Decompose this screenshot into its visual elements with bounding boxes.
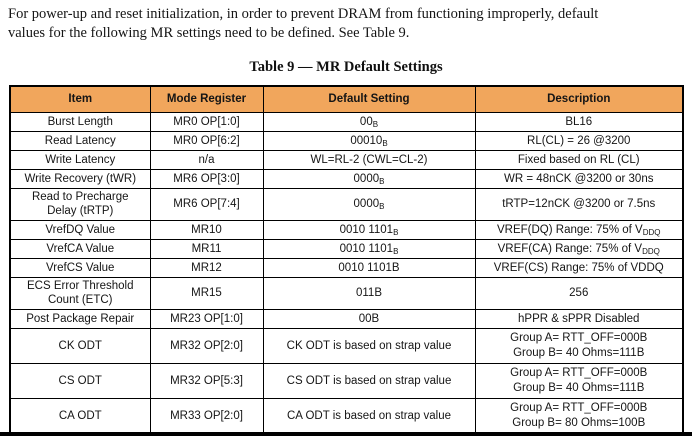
- table-cell: Group A= RTT_OFF=000B Group B= 40 Ohms=11…: [474, 327, 684, 364]
- table-cell: 0000B: [262, 188, 476, 221]
- table-row: Read Latency MR0 OP[6:2] 00010B RL(CL) = 26…: [9, 131, 684, 151]
- table-cell: MR11: [149, 238, 264, 259]
- table-cell: Write Latency: [9, 150, 151, 170]
- table-cell: VREF(CS) Range: 75% of VDDQ: [474, 257, 684, 278]
- table-cell: CK ODT: [9, 327, 151, 364]
- table-cell: Fixed based on RL (CL): [474, 150, 684, 170]
- table-cell: VrefCA Value: [9, 238, 151, 259]
- table-cell: Read Latency: [9, 131, 151, 151]
- table-cell: CA ODT is based on strap value: [262, 397, 476, 435]
- table-cell: BL16: [474, 112, 684, 132]
- table-row: CK ODT MR32 OP[2:0] CK ODT is based on str…: [9, 327, 684, 364]
- table-row: VrefDQ Value MR10 0010 1101B VREF(DQ) Range…: [9, 219, 684, 240]
- table-header-cell: Item: [9, 85, 151, 113]
- table-cell: MR0 OP[6:2]: [149, 131, 264, 151]
- table-cell: MR32 OP[5:3]: [149, 362, 264, 399]
- table-cell: MR12: [149, 257, 264, 278]
- table-cell: VREF(CA) Range: 75% of VDDQ: [474, 238, 684, 259]
- intro-paragraph: For power-up and reset initialization, i…: [8, 6, 599, 42]
- table-cell: WL=RL-2 (CWL=CL-2): [262, 150, 476, 170]
- table-cell: Group A= RTT_OFF=000B Group B= 80 Ohms=10…: [474, 397, 684, 435]
- table-cell: MR33 OP[2:0]: [149, 397, 264, 435]
- table-header-cell: Mode Register: [149, 85, 264, 113]
- table-cell: n/a: [149, 150, 264, 170]
- table-cell: Burst Length: [9, 112, 151, 132]
- table-row: VrefCS Value MR12 0010 1101B VREF(CS) Range…: [9, 257, 684, 278]
- table-row: Write Latency n/a WL=RL-2 (CWL=CL-2) Fixed …: [9, 150, 684, 170]
- table-cell: CK ODT is based on strap value: [262, 327, 476, 364]
- table-cell: MR15: [149, 276, 264, 310]
- page-bottom-rule: [0, 432, 692, 436]
- table-header-cell: Description: [474, 85, 684, 113]
- table-row: CS ODT MR32 OP[5:3] CS ODT is based on str…: [9, 362, 684, 399]
- table-cell: VrefCS Value: [9, 257, 151, 278]
- table-header-row: Item Mode Register Default Setting Descript…: [9, 85, 684, 113]
- table-header-cell: Default Setting: [262, 85, 476, 113]
- table-cell: Group A= RTT_OFF=000B Group B= 40 Ohms=11…: [474, 362, 684, 399]
- table-cell: MR6 OP[3:0]: [149, 169, 264, 189]
- table-cell: MR32 OP[2:0]: [149, 327, 264, 364]
- table-row: Write Recovery (tWR) MR6 OP[3:0] 0000B WR =…: [9, 169, 684, 189]
- table-row: Burst Length MR0 OP[1:0] 00B BL16: [9, 112, 684, 132]
- table-cell: CS ODT: [9, 362, 151, 399]
- table-title: Table 9 — MR Default Settings: [249, 59, 443, 75]
- table-cell: 011B: [262, 276, 476, 310]
- table-cell: Post Package Repair: [9, 308, 151, 329]
- table-cell: Write Recovery (tWR): [9, 169, 151, 189]
- table-body: Burst Length MR0 OP[1:0] 00B BL16 Read Laten…: [9, 112, 684, 435]
- table-cell: 00B: [262, 112, 476, 132]
- table-cell: MR10: [149, 219, 264, 240]
- table-cell: 0010 1101B: [262, 238, 476, 259]
- table-cell: MR6 OP[7:4]: [149, 188, 264, 221]
- table-cell: 256: [474, 276, 684, 310]
- table-cell: 00010B: [262, 131, 476, 151]
- table-cell: MR23 OP[1:0]: [149, 308, 264, 329]
- table-row: ECS Error Threshold Count (ETC) MR15 011B 25…: [9, 276, 684, 310]
- table-cell: CS ODT is based on strap value: [262, 362, 476, 399]
- table-cell: 00B: [262, 308, 476, 329]
- table-cell: 0000B: [262, 169, 476, 189]
- table-row: Read to Precharge Delay (tRTP) MR6 OP[7:4]…: [9, 188, 684, 221]
- table-cell: MR0 OP[1:0]: [149, 112, 264, 132]
- table-row: Post Package Repair MR23 OP[1:0] 00B hPPR &…: [9, 308, 684, 329]
- table-cell: ECS Error Threshold Count (ETC): [9, 276, 151, 310]
- table-cell: 0010 1101B: [262, 219, 476, 240]
- table-cell: VrefDQ Value: [9, 219, 151, 240]
- table-cell: VREF(DQ) Range: 75% of VDDQ: [474, 219, 684, 240]
- table-cell: 0010 1101B: [262, 257, 476, 278]
- table-row: CA ODT MR33 OP[2:0] CA ODT is based on str…: [9, 397, 684, 435]
- table-cell: Read to Precharge Delay (tRTP): [9, 188, 151, 221]
- table-cell: RL(CL) = 26 @3200: [474, 131, 684, 151]
- table-cell: hPPR & sPPR Disabled: [474, 308, 684, 329]
- table-cell: CA ODT: [9, 397, 151, 435]
- table-cell: tRTP=12nCK @3200 or 7.5ns: [474, 188, 684, 221]
- table-cell: WR = 48nCK @3200 or 30ns: [474, 169, 684, 189]
- mr-default-settings-table: Item Mode Register Default Setting Descript…: [9, 85, 684, 435]
- table-row: VrefCA Value MR11 0010 1101B VREF(CA) Range…: [9, 238, 684, 259]
